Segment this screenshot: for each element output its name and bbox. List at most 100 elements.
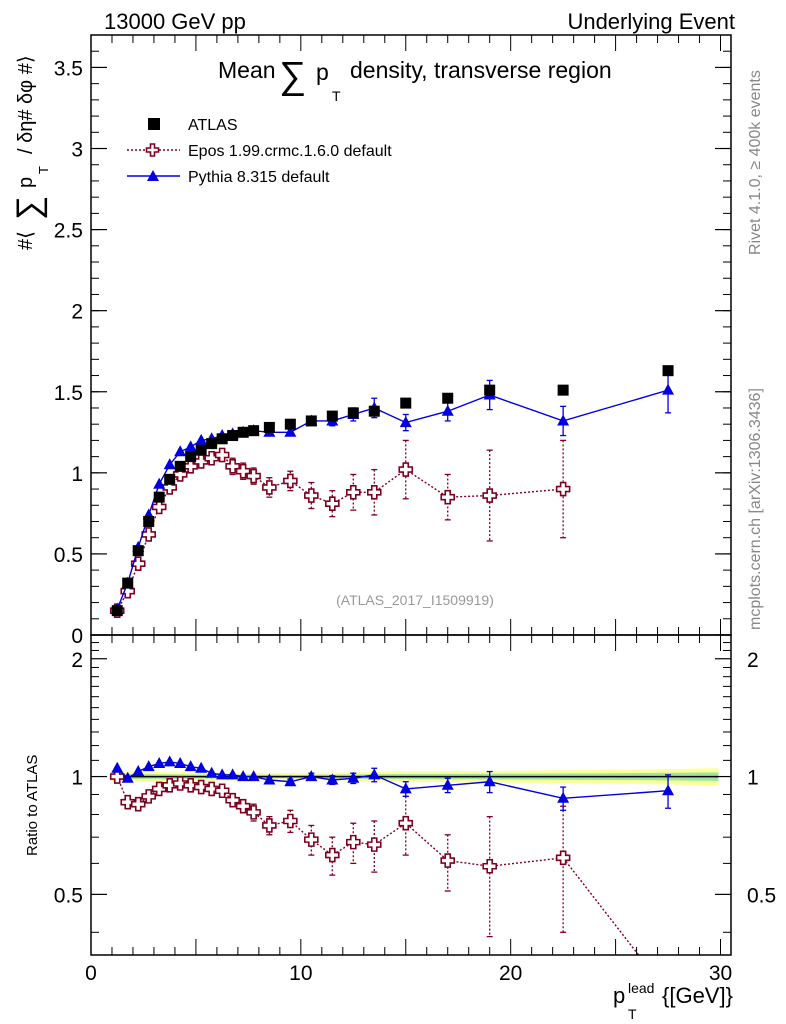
main-epos-line (116, 454, 564, 612)
main-pythia-point (184, 440, 197, 452)
main-atlas-point (305, 415, 317, 427)
ratio-epos-point (482, 858, 497, 874)
main-epos-point (204, 450, 219, 466)
ratio-ytick-label: 1 (71, 767, 83, 790)
main-ytick-label: 3.5 (54, 57, 83, 80)
ratio-epos-point (141, 789, 157, 804)
ratio-pythia-point (121, 771, 134, 783)
legend: ATLAS Epos 1.99.crmc.1.6.0 default Pythi… (127, 117, 392, 186)
ratio-pythia-point (557, 791, 570, 803)
main-atlas-point (153, 491, 165, 503)
mcplots-label: mcplots.cern.ch [arXiv:1306.3436] (747, 388, 764, 630)
main-epos-point (162, 480, 177, 495)
ratio-pythia-point (153, 756, 166, 768)
main-epos-point (482, 488, 497, 503)
ratio-epos-point (325, 847, 340, 863)
ratio-epos-point (345, 834, 361, 850)
main-frame (90, 34, 732, 636)
main-ylabel-rest: / δη# δφ #⟩ (15, 55, 37, 154)
ratio-epos-point (172, 776, 188, 791)
ratio-epos-point (109, 769, 125, 784)
main-pythia-point (662, 383, 675, 395)
main-pythia-point (284, 425, 297, 437)
ratio-epos-point (235, 798, 251, 814)
legend-epos-label: Epos 1.99.crmc.1.6.0 default (188, 143, 392, 160)
main-ylabel-sum: ∑ (10, 196, 48, 220)
main-epos-point (555, 481, 571, 497)
ratio-epos-point (555, 850, 571, 866)
ratio-axes: 0.5 0.51 12 20 10 20 30 (54, 635, 776, 985)
main-epos-series (109, 439, 571, 618)
analysis-watermark: (ATLAS_2017_I1509919) (336, 592, 494, 608)
ratio-epos-series (109, 769, 640, 955)
main-atlas-point (216, 433, 228, 445)
ratio-pythia-point (163, 755, 176, 767)
ratio-ytick-label-right: 0.5 (747, 884, 776, 907)
ratio-pythia-point (226, 768, 239, 780)
ratio-epos-point (304, 832, 319, 847)
ratio-epos-point (262, 818, 277, 833)
main-epos-point (440, 489, 456, 505)
ratio-pythia-point (216, 768, 229, 780)
main-title-mean: Mean (218, 57, 276, 83)
main-epos-point (141, 527, 157, 542)
x-tick-label: 10 (289, 962, 312, 985)
ratio-epos-point (366, 837, 382, 852)
main-y-axis-label: #⟨ ∑ p T / δη# δφ #⟩ (10, 55, 51, 250)
ratio-ytick-label: 0.5 (54, 884, 83, 907)
main-pythia-point (163, 458, 176, 470)
main-atlas-point (174, 460, 186, 472)
main-ytick-label: 2 (71, 301, 83, 324)
ratio-pythia-point (132, 765, 145, 777)
main-atlas-point (195, 444, 207, 456)
main-ytick-label: 0 (71, 625, 83, 648)
ratio-pythia-point (237, 770, 250, 782)
main-epos-point (283, 473, 298, 489)
x-axis-label-p: p (613, 983, 625, 1008)
main-ytick-label: 3 (71, 139, 83, 162)
main-pythia-point (557, 414, 570, 426)
main-epos-point (172, 467, 188, 482)
main-atlas-point (263, 421, 275, 433)
main-atlas-point (484, 384, 496, 396)
main-epos-point (345, 484, 361, 500)
ratio-epos-point (225, 792, 240, 808)
ratio-epos-point (162, 777, 177, 793)
ratio-pythia-point (247, 770, 260, 782)
main-pythia-line (116, 389, 669, 610)
main-ytick-label: 1.5 (54, 382, 83, 405)
main-atlas-point (143, 515, 155, 527)
main-pythia-point (399, 416, 412, 428)
ratio-ytick-label: 2 (71, 649, 83, 672)
legend-epos-marker (145, 143, 160, 157)
main-epos-point (120, 583, 136, 599)
ratio-pythia-point (174, 756, 187, 768)
ratio-epos-point (193, 779, 209, 795)
main-ylabel-p: p (15, 177, 37, 188)
main-ylabel-open: #⟨ (15, 231, 37, 250)
ratio-epos-point (183, 777, 198, 793)
main-epos-point (398, 462, 414, 477)
ratio-pythia-point (662, 784, 675, 796)
legend-pythia-label: Pythia 8.315 default (188, 169, 330, 186)
main-pythia-point (174, 445, 187, 457)
main-epos-point (366, 484, 382, 500)
header-left-label: 13000 GeV pp (104, 9, 246, 34)
main-ytick-label: 1 (71, 463, 83, 486)
main-pythia-point (441, 404, 454, 416)
main-epos-point (214, 447, 230, 463)
main-pythia-series (111, 366, 675, 614)
ratio-epos-point (398, 815, 414, 831)
main-atlas-point (557, 384, 569, 396)
ratio-pythia-point (263, 773, 276, 785)
x-tick-label: 30 (709, 962, 732, 985)
main-title-p: p (316, 59, 329, 85)
legend-atlas-marker (148, 118, 160, 130)
main-epos-point (235, 463, 251, 479)
main-atlas-point (368, 405, 380, 417)
ratio-frame (90, 634, 732, 956)
main-atlas-point (284, 418, 296, 430)
main-epos-point (325, 496, 340, 511)
main-epos-point (246, 468, 261, 484)
